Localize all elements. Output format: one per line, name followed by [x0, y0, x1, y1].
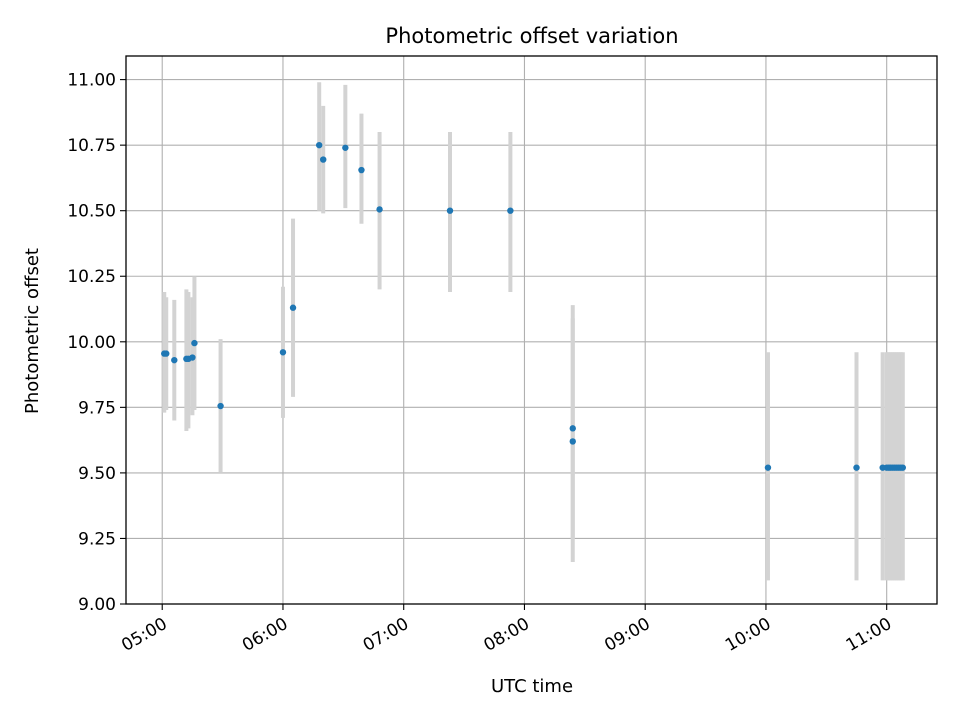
data-point: [358, 166, 365, 174]
plot-area-frame: [125, 55, 938, 605]
y-tick-label: 9.50: [78, 464, 116, 484]
x-tick-label: 09:00: [601, 614, 653, 656]
data-point: [446, 207, 454, 214]
x-axis-ticks: 05:00 06:00 07:00 08:00 09:00 10:00 11:00: [118, 604, 895, 656]
data-points: [161, 141, 906, 471]
x-tick-label: 06:00: [239, 614, 291, 656]
data-point: [899, 464, 906, 471]
data-point: [764, 464, 772, 471]
y-tick-label: 9.75: [78, 398, 116, 418]
data-point: [342, 144, 349, 151]
data-point: [189, 354, 196, 361]
data-point: [569, 425, 576, 432]
data-point: [171, 356, 178, 364]
y-tick-label: 9.00: [78, 595, 116, 615]
y-tick-label: 10.25: [67, 267, 116, 287]
error-bars: [162, 82, 905, 581]
y-tick-label: 11.00: [67, 71, 116, 91]
data-point: [217, 402, 224, 410]
y-tick-label: 9.25: [78, 529, 116, 549]
x-axis-label: UTC time: [491, 676, 573, 697]
y-tick-label: 10.00: [67, 333, 116, 353]
x-tick-label: 08:00: [481, 614, 533, 656]
data-point: [320, 156, 327, 163]
data-point: [569, 438, 576, 445]
x-tick-label: 05:00: [118, 614, 170, 656]
data-point: [279, 349, 287, 356]
y-axis-label: Photometric offset: [22, 248, 43, 414]
data-point: [376, 206, 383, 213]
data-point: [315, 141, 323, 149]
data-point: [191, 339, 198, 347]
x-tick-label: 07:00: [360, 614, 412, 656]
chart-title: Photometric offset variation: [385, 24, 678, 48]
y-tick-label: 10.75: [67, 136, 116, 156]
data-point: [507, 207, 514, 214]
data-point: [289, 304, 297, 311]
x-tick-label: 10:00: [722, 614, 774, 656]
data-point: [853, 464, 860, 471]
y-tick-label: 10.50: [67, 202, 116, 222]
grid: [126, 56, 937, 605]
y-axis-ticks: 9.00 9.25 9.50 9.75 10.00 10.25 10.50 10.75 11.0…: [67, 71, 126, 615]
x-tick-label: 11:00: [843, 614, 895, 656]
data-point: [163, 350, 170, 357]
